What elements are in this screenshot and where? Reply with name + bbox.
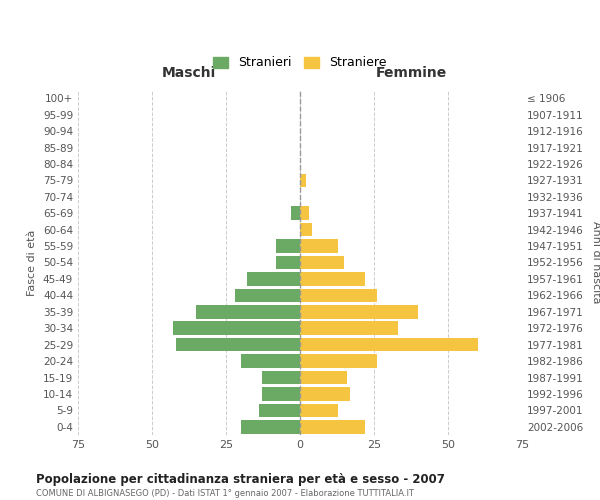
Bar xyxy=(247,272,300,285)
Bar xyxy=(300,206,309,220)
Bar xyxy=(173,322,300,335)
Bar xyxy=(176,338,300,351)
Bar xyxy=(241,354,300,368)
Bar xyxy=(277,240,300,253)
Y-axis label: Anni di nascita: Anni di nascita xyxy=(590,221,600,304)
Bar xyxy=(300,322,398,335)
Bar xyxy=(259,404,300,417)
Bar xyxy=(300,288,377,302)
Y-axis label: Fasce di età: Fasce di età xyxy=(28,230,37,296)
Bar xyxy=(300,305,418,318)
Bar xyxy=(300,371,347,384)
Bar xyxy=(300,387,350,400)
Legend: Stranieri, Straniere: Stranieri, Straniere xyxy=(208,52,392,74)
Bar xyxy=(300,338,478,351)
Bar xyxy=(262,371,300,384)
Bar xyxy=(300,420,365,434)
Bar xyxy=(235,288,300,302)
Bar xyxy=(300,256,344,269)
Bar xyxy=(300,354,377,368)
Bar xyxy=(300,174,306,187)
Bar xyxy=(196,305,300,318)
Bar xyxy=(291,206,300,220)
Bar xyxy=(300,223,312,236)
Bar xyxy=(277,256,300,269)
Bar xyxy=(300,240,338,253)
Text: COMUNE DI ALBIGNASEGO (PD) - Dati ISTAT 1° gennaio 2007 - Elaborazione TUTTITALI: COMUNE DI ALBIGNASEGO (PD) - Dati ISTAT … xyxy=(36,489,414,498)
Text: Maschi: Maschi xyxy=(162,66,216,80)
Bar xyxy=(262,387,300,400)
Bar xyxy=(300,272,365,285)
Bar xyxy=(241,420,300,434)
Text: Femmine: Femmine xyxy=(376,66,446,80)
Bar xyxy=(300,404,338,417)
Text: Popolazione per cittadinanza straniera per età e sesso - 2007: Popolazione per cittadinanza straniera p… xyxy=(36,472,445,486)
